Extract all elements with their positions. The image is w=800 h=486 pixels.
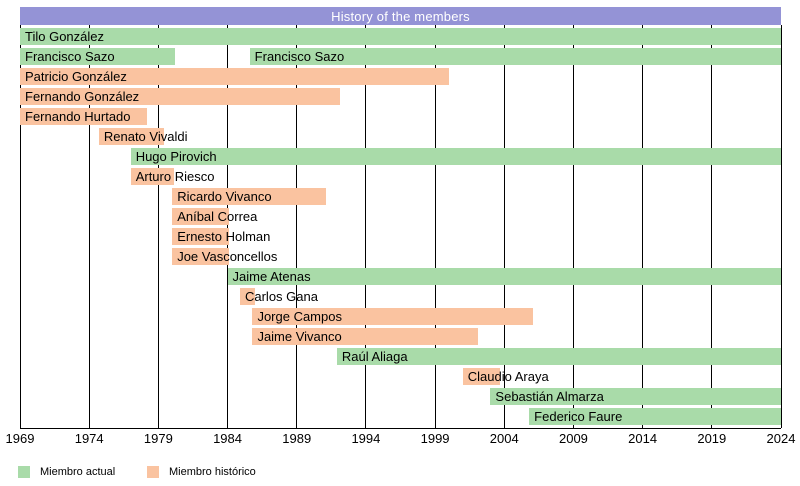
- member-bar: [252, 308, 534, 325]
- axis-tick-label: 1989: [282, 431, 312, 446]
- member-bar: [172, 208, 229, 225]
- gridline-2024: [780, 25, 782, 428]
- legend-swatch-historic-icon: [147, 466, 159, 478]
- member-label: Patricio González: [25, 69, 127, 84]
- chart-title: History of the members: [331, 8, 470, 24]
- legend-label-current: Miembro actual: [40, 466, 116, 478]
- member-label: Ernesto Holman: [177, 229, 271, 244]
- axis-tick-label: 1994: [351, 431, 381, 446]
- member-label: Sebastián Almarza: [495, 389, 604, 404]
- legend-item-current: Miembro actual: [18, 465, 115, 479]
- axis-tick-label: 2024: [766, 431, 796, 446]
- member-bar: [130, 148, 781, 165]
- member-label: Carlos Gana: [244, 289, 318, 304]
- gridline-1974: [88, 25, 90, 428]
- member-bar: [252, 328, 478, 345]
- gridline-1994: [365, 25, 367, 428]
- member-bar: [172, 228, 229, 245]
- member-bar: [20, 28, 781, 45]
- member-label: Renato Vivaldi: [103, 129, 188, 144]
- gridline-1979: [157, 25, 159, 428]
- member-bar: [239, 288, 256, 305]
- member-bar: [249, 48, 781, 65]
- member-bar: [172, 248, 229, 265]
- gridline-1969: [19, 25, 21, 428]
- member-label: Raúl Aliaga: [341, 349, 408, 364]
- member-label: Hugo Pirovich: [135, 149, 217, 164]
- axis-tick-label: 2009: [558, 431, 588, 446]
- member-label: Jaime Atenas: [232, 269, 311, 284]
- member-label: Jaime Vivanco: [257, 329, 342, 344]
- member-bar: [529, 408, 781, 425]
- axis-tick-label: 1969: [5, 431, 35, 446]
- gridline-1999: [434, 25, 436, 428]
- member-bar: [336, 348, 781, 365]
- axis-tick-label: 1979: [143, 431, 173, 446]
- member-label: Tilo González: [25, 29, 104, 44]
- axis-tick-label: 1974: [74, 431, 104, 446]
- legend-label-historic: Miembro histórico: [169, 466, 256, 478]
- member-bar: [490, 388, 781, 405]
- chart-title-bar: History of the members: [20, 7, 781, 25]
- axis-tick-label: 1999: [420, 431, 450, 446]
- member-label: Jorge Campos: [257, 309, 342, 324]
- member-bar: [462, 368, 501, 385]
- member-bar: [20, 88, 340, 105]
- gridline-2019: [711, 25, 713, 428]
- gridline-2004: [503, 25, 505, 428]
- x-axis-baseline: [20, 428, 781, 429]
- member-bar: [98, 128, 164, 145]
- member-bar: [20, 68, 449, 85]
- member-label: Francisco Sazo: [254, 49, 345, 64]
- axis-tick-label: 1984: [213, 431, 242, 446]
- member-bar: [20, 108, 148, 125]
- axis-tick-label: 2014: [628, 431, 658, 446]
- member-label: Francisco Sazo: [25, 49, 115, 64]
- member-label: Fernando Hurtado: [25, 109, 131, 124]
- member-bar: [20, 48, 175, 65]
- member-label: Federico Faure: [534, 409, 623, 424]
- member-label: Claudio Araya: [467, 369, 549, 384]
- gridline-1984: [227, 25, 229, 428]
- member-label: Aníbal Correa: [177, 209, 258, 224]
- gridline-2009: [572, 25, 574, 428]
- gridline-2014: [642, 25, 644, 428]
- legend-swatch-current-icon: [18, 466, 30, 478]
- member-label: Ricardo Vivanco: [177, 189, 272, 204]
- axis-tick-label: 2004: [489, 431, 519, 446]
- axis-tick-label: 2019: [697, 431, 727, 446]
- gridline-1989: [296, 25, 298, 428]
- member-label: Arturo Riesco: [135, 169, 215, 184]
- member-bar: [130, 168, 174, 185]
- member-label: Joe Vasconcellos: [177, 249, 278, 264]
- member-bar: [172, 188, 326, 205]
- member-bar: [227, 268, 781, 285]
- legend-item-historic: Miembro histórico: [147, 465, 256, 479]
- member-label: Fernando González: [25, 89, 140, 104]
